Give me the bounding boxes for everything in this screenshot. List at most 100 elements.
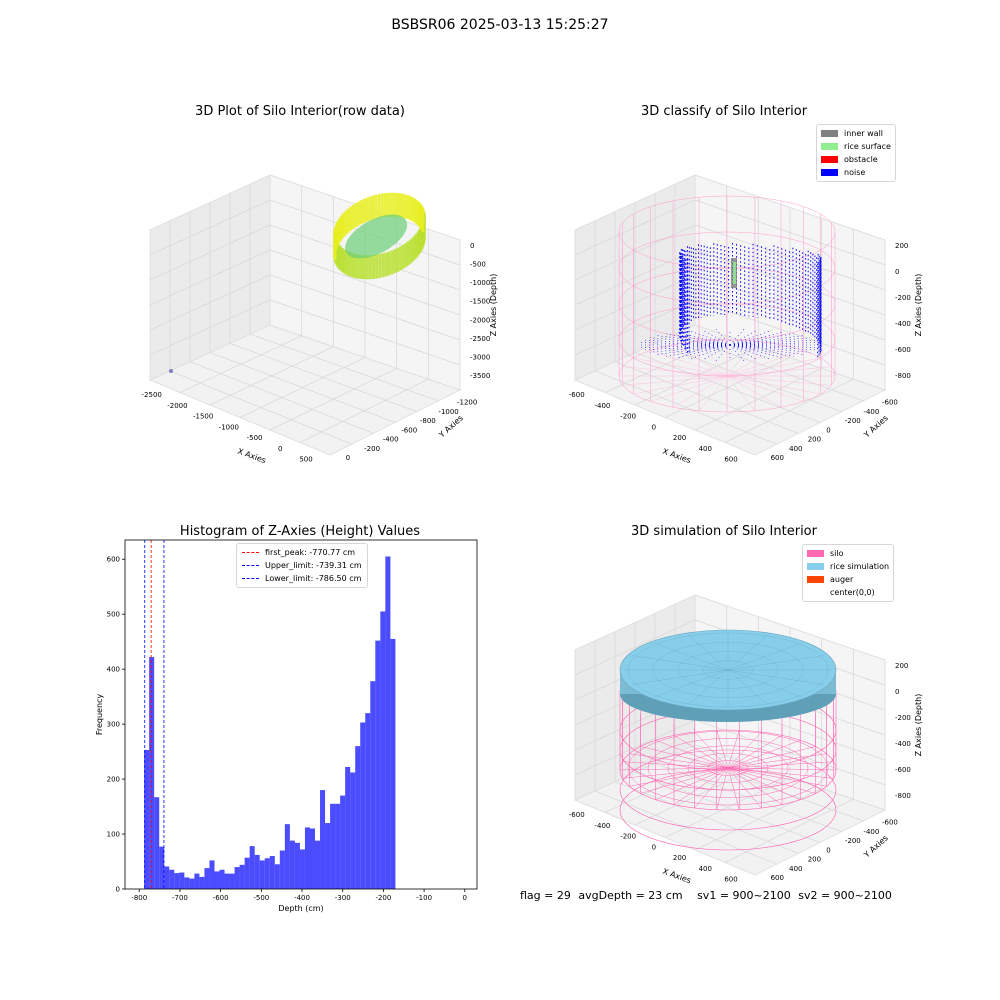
y-tick-label: 600: [107, 556, 120, 564]
figure-title: BSBSR06 2025-03-13 15:25:27: [391, 17, 609, 33]
grid-line: [149, 199, 271, 256]
silo-wire-spoke: [622, 767, 729, 779]
x-tick-label: -1500: [193, 413, 213, 421]
legend-item-lower-limit: Lower_limit: -786.50 cm: [242, 572, 362, 585]
y-axis-label: Y Axies: [862, 833, 890, 860]
x-tick-label: 500: [299, 456, 312, 464]
silo-wire-spoke: [619, 767, 729, 771]
x-tick-label: 200: [673, 434, 686, 442]
z-tick-label: -1000: [470, 279, 490, 287]
z-tick-label: 200: [895, 662, 908, 670]
raw-point-column: [398, 193, 402, 218]
raw-plot-title: 3D Plot of Silo Interior(row data): [195, 104, 405, 119]
raw-point-column: [342, 249, 346, 274]
histogram-legend: first_peak: -770.77 cm Upper_limit: -739…: [236, 543, 368, 588]
raw-point-column: [414, 199, 418, 224]
z-axis-label: Z Axies (Depth): [914, 694, 923, 757]
histogram-bar: [380, 611, 386, 889]
raw-point-column: [411, 197, 415, 222]
legend-item-auger: auger: [807, 573, 889, 586]
silo-wire-spoke: [716, 767, 729, 810]
x-axis-label: Depth (cm): [278, 904, 323, 913]
raw-point-column: [344, 250, 348, 275]
grid-line: [574, 619, 696, 676]
rice-mesh-line: [727, 655, 825, 671]
classify-plot-title: 3D classify of Silo Interior: [640, 104, 808, 119]
x-tick-label: -600: [569, 811, 585, 819]
raw-point-column: [378, 254, 382, 278]
silo-wire-spoke: [726, 357, 821, 377]
noise-floor-ray: [729, 344, 811, 353]
silo-wire-spoke: [698, 375, 728, 411]
raw-point-column: [356, 201, 360, 226]
z-tick-label: -400: [895, 740, 911, 748]
silo-wire-spoke: [633, 357, 728, 377]
raw-point-column: [404, 194, 408, 219]
histogram-bar: [159, 846, 165, 889]
raw-point-column: [339, 216, 343, 241]
y-tick-label: 400: [107, 666, 120, 674]
z-tick-label: 200: [895, 242, 908, 250]
silo-wire-spoke: [727, 746, 816, 769]
y-axis-label: Frequency: [95, 694, 104, 736]
raw-point-column: [351, 205, 355, 229]
raw-point-column: [416, 231, 420, 256]
rice-mesh-ring: [702, 660, 754, 680]
histogram-bar: [375, 640, 381, 889]
raw-point-column: [401, 193, 405, 218]
x-tick-label: 0: [278, 445, 282, 453]
silo-wire-spoke: [672, 344, 728, 377]
noise-floor-ray: [689, 344, 731, 360]
x-tick-label: -700: [172, 894, 188, 902]
y-tick-label: -1000: [438, 408, 458, 416]
raw-point-column: [349, 206, 353, 231]
raw-point-column: [406, 241, 410, 266]
noise-floor-ray: [649, 337, 731, 346]
histogram-frame: [124, 539, 478, 890]
grid-line: [249, 333, 439, 402]
rice-mesh-line: [727, 669, 825, 685]
y-tick-label: 0: [826, 846, 830, 854]
histogram-bar: [254, 854, 260, 889]
silo-wire-spoke: [726, 344, 782, 377]
x-tick-label: -600: [569, 391, 585, 399]
z-tick-label: -2000: [470, 316, 490, 324]
raw-point-column: [413, 235, 417, 260]
silo-wire-spoke: [727, 767, 801, 800]
silo-wire-spoke: [673, 767, 729, 805]
legend-item-rice-simulation: rice simulation: [807, 560, 889, 573]
silo-floor-ring: [707, 760, 749, 776]
z-tick-label: -500: [470, 261, 486, 269]
silo-wire-spoke: [633, 375, 728, 395]
raw-point-column: [347, 251, 351, 276]
raw-point-column: [351, 253, 355, 278]
x-tick-label: 0: [652, 423, 656, 431]
y-tick-label: 100: [107, 831, 120, 839]
raw-point-column: [372, 255, 375, 279]
histogram-bar: [199, 876, 205, 889]
x-tick-label: 400: [699, 445, 712, 453]
histogram-bar: [149, 657, 155, 889]
raw-point-column: [368, 196, 372, 221]
z-tick-label: 0: [895, 268, 899, 276]
y-tick-label: 0: [346, 454, 350, 462]
histogram-bar: [154, 797, 160, 889]
y-tick-label: -800: [420, 417, 436, 425]
rice-mesh-line: [727, 669, 768, 706]
silo-wire-spoke: [727, 740, 801, 769]
raw-point-column: [374, 194, 378, 219]
silo-wire-spoke: [655, 740, 729, 769]
histogram-bar: [204, 868, 210, 889]
x-tick-label: -1000: [219, 423, 239, 431]
raw-point-column: [360, 255, 363, 279]
y-axis-label: Y Axies: [862, 413, 890, 440]
legend-item-inner-wall: inner wall: [821, 127, 891, 140]
noise-floor-ray: [641, 342, 731, 346]
z-tick-label: -200: [895, 714, 911, 722]
y-axis-label: Y Axies: [437, 413, 465, 440]
histogram-bar: [320, 790, 326, 889]
histogram-bar: [325, 823, 331, 889]
histogram-bar: [299, 849, 305, 889]
silo-wire-ring: [619, 749, 837, 831]
raw-point-column: [349, 252, 353, 277]
